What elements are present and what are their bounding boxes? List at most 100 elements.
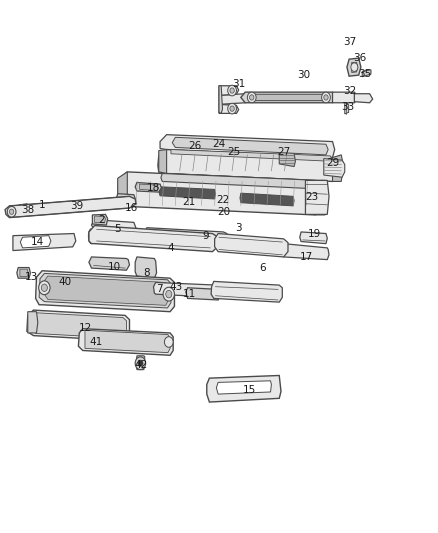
Polygon shape [89,225,218,252]
Polygon shape [215,233,288,257]
Text: 17: 17 [300,253,313,262]
Circle shape [163,287,174,301]
Text: 18: 18 [147,183,160,193]
Polygon shape [352,62,358,72]
Text: 7: 7 [156,284,162,294]
Polygon shape [136,356,145,369]
Text: 3: 3 [235,223,242,233]
Polygon shape [117,193,135,204]
Polygon shape [118,172,127,206]
Text: 27: 27 [277,147,290,157]
Polygon shape [17,268,30,278]
Polygon shape [186,288,220,300]
Polygon shape [158,150,341,181]
Text: 38: 38 [21,205,35,215]
Circle shape [135,357,146,369]
Polygon shape [74,201,87,207]
Polygon shape [89,257,130,270]
Polygon shape [35,313,127,338]
Text: 37: 37 [343,37,357,47]
Polygon shape [279,151,295,166]
Text: 32: 32 [343,86,357,96]
Text: 42: 42 [134,360,148,370]
Polygon shape [362,70,371,77]
Polygon shape [219,104,239,114]
Polygon shape [305,180,329,214]
Text: 1: 1 [39,200,46,211]
Text: 40: 40 [59,278,72,287]
Polygon shape [35,271,174,312]
Polygon shape [21,206,26,209]
Text: 25: 25 [228,147,241,157]
Circle shape [247,92,256,103]
Polygon shape [159,187,215,199]
Text: 19: 19 [307,229,321,239]
Polygon shape [19,204,29,211]
Polygon shape [92,214,108,225]
Text: 31: 31 [232,79,245,89]
Polygon shape [219,86,239,95]
Polygon shape [135,182,161,192]
Text: 29: 29 [326,158,339,168]
Polygon shape [160,135,335,158]
Circle shape [7,206,16,217]
Polygon shape [207,375,281,402]
Circle shape [250,95,254,100]
Circle shape [228,103,237,114]
Text: 20: 20 [217,207,230,217]
Circle shape [164,337,173,348]
Text: 4: 4 [168,243,174,253]
Circle shape [321,92,330,103]
Polygon shape [13,233,76,251]
Text: 5: 5 [114,224,121,235]
Circle shape [39,281,50,295]
Polygon shape [39,273,171,308]
Polygon shape [219,94,250,104]
Polygon shape [324,159,345,177]
Polygon shape [211,281,283,302]
Text: 9: 9 [203,231,209,241]
Polygon shape [172,138,328,155]
Text: 8: 8 [144,269,150,278]
Text: 6: 6 [259,263,266,273]
Text: 22: 22 [217,195,230,205]
Polygon shape [282,244,329,260]
Polygon shape [354,94,373,103]
Text: 41: 41 [89,337,102,347]
Polygon shape [118,172,325,215]
Text: 21: 21 [183,197,196,207]
Polygon shape [85,330,170,353]
Text: 2: 2 [98,215,104,225]
Polygon shape [241,92,337,103]
Polygon shape [144,228,228,245]
Text: 13: 13 [25,272,38,282]
Text: 11: 11 [183,289,196,299]
Polygon shape [5,196,136,217]
Polygon shape [332,92,359,103]
Text: 10: 10 [108,262,121,271]
Polygon shape [78,329,173,356]
Polygon shape [20,269,28,277]
Polygon shape [251,94,327,101]
Text: 26: 26 [188,141,201,151]
Text: 12: 12 [79,322,92,333]
Polygon shape [173,286,186,296]
Text: 43: 43 [170,282,183,292]
Circle shape [10,209,14,214]
Polygon shape [28,312,38,333]
Polygon shape [135,257,156,278]
Text: 39: 39 [71,201,84,212]
Polygon shape [219,86,223,114]
Polygon shape [140,184,159,190]
Circle shape [230,106,234,111]
Polygon shape [27,310,130,341]
Polygon shape [161,173,307,188]
Polygon shape [12,198,134,215]
Text: 24: 24 [212,139,226,149]
Text: 35: 35 [358,69,371,78]
Circle shape [351,63,358,71]
Circle shape [324,95,328,100]
Polygon shape [159,150,166,173]
Polygon shape [300,232,327,244]
Text: 36: 36 [353,53,367,62]
